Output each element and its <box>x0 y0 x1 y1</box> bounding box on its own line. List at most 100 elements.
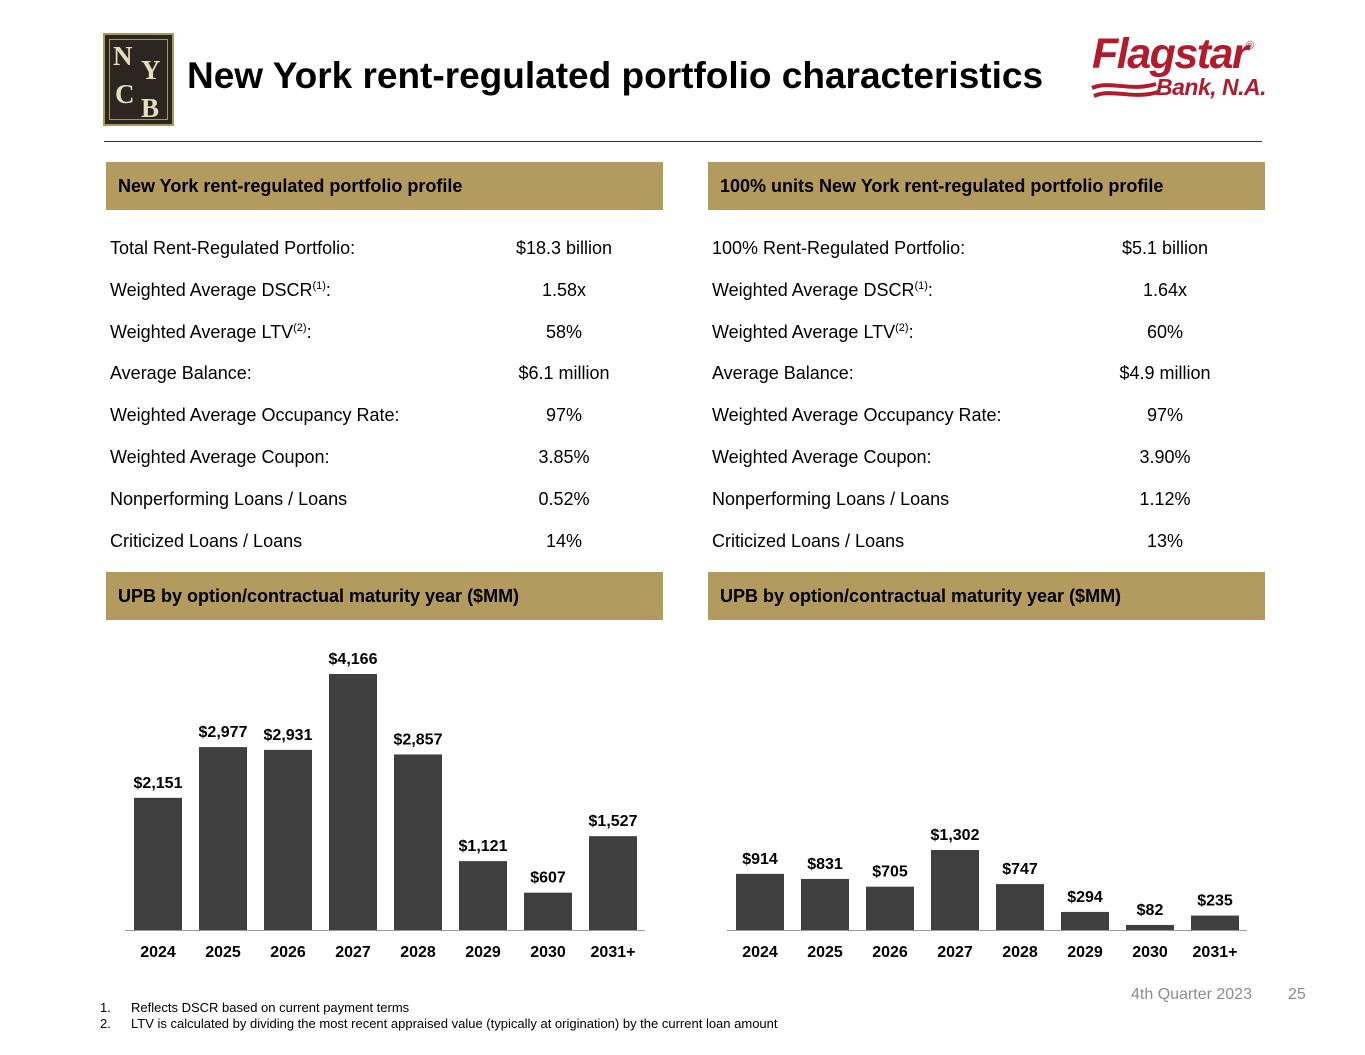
left-chart-bar <box>459 861 507 930</box>
right-chart-tick-label: 2024 <box>742 944 778 961</box>
right-chart-tick-label: 2029 <box>1067 944 1103 961</box>
right-profile-row: Average Balance: $4.9 million <box>712 363 1272 404</box>
left-profile-row-value: 14% <box>545 530 583 551</box>
right-profile-row-value: 1.12% <box>1139 488 1191 509</box>
logo-letter-c: C <box>115 79 135 109</box>
flag-swoosh-icon <box>1091 82 1159 98</box>
left-profile-row: Weighted Average DSCR(1): 1.58x <box>110 280 670 321</box>
right-profile-row-label-text: Average Balance: <box>712 363 854 384</box>
right-maturity-chart: $914 2024 $831 2025 $705 2026 $1,302 2027 $747 20… <box>727 640 1247 970</box>
right-profile-row: 100% Rent-Regulated Portfolio: $5.1 billi… <box>712 238 1272 279</box>
left-chart-bar <box>589 836 637 930</box>
right-chart-data-label: $705 <box>872 864 908 881</box>
right-profile-row-label-text: Weighted Average Occupancy Rate: <box>712 405 1002 426</box>
left-chart-tick-label: 2024 <box>140 944 176 961</box>
left-profile-row: Criticized Loans / Loans 14% <box>110 531 670 572</box>
right-chart-title: UPB by option/contractual maturity year … <box>720 586 1122 606</box>
right-profile-row: Weighted Average LTV(2): 60% <box>712 322 1272 363</box>
left-profile-row-footnote-ref: (2) <box>293 321 307 334</box>
left-chart-tick-label: 2028 <box>400 944 436 961</box>
left-chart-bar <box>199 747 247 930</box>
right-chart-data-label: $1,302 <box>931 827 980 844</box>
left-chart-tick-label: 2030 <box>530 944 566 961</box>
right-chart-bar <box>1061 911 1109 930</box>
left-chart-tick-label: 2031+ <box>591 944 636 961</box>
right-chart-header: UPB by option/contractual maturity year … <box>708 572 1265 620</box>
right-profile-row-value: 97% <box>1146 405 1184 426</box>
right-profile-row-label: 100% Rent-Regulated Portfolio: <box>712 238 965 259</box>
flagstar-wordmark: Flagstar <box>1092 30 1249 78</box>
right-profile-row: Nonperforming Loans / Loans 1.12% <box>712 489 1272 530</box>
right-profile-row-value: 3.90% <box>1139 447 1191 467</box>
left-chart-data-label: $607 <box>530 870 566 887</box>
left-chart-tick-label: 2026 <box>270 944 306 961</box>
footnote-1-text: Reflects DSCR based on current payment t… <box>131 1000 410 1015</box>
right-profile-row-label: Nonperforming Loans / Loans <box>712 489 949 510</box>
left-chart-bar <box>394 754 442 930</box>
left-profile-row-value: $6.1 million <box>518 363 610 384</box>
right-profile-row: Criticized Loans / Loans 13% <box>712 531 1272 572</box>
right-profile-row-value: $4.9 million <box>1119 363 1211 384</box>
left-profile-row-label: Weighted Average LTV(2): <box>110 321 312 342</box>
right-profile-row-footnote-ref: (1) <box>914 279 928 292</box>
right-chart-tick-label: 2026 <box>872 944 908 961</box>
left-profile-row-label-text: Weighted Average Coupon: <box>110 447 330 467</box>
right-profile-row-value: $5.1 billion <box>1121 238 1209 258</box>
left-chart-header: UPB by option/contractual maturity year … <box>106 572 663 620</box>
left-chart-bar <box>264 749 312 930</box>
right-chart-data-label: $914 <box>742 851 778 868</box>
left-profile-row-label-text: Nonperforming Loans / Loans <box>110 488 348 509</box>
left-profile-row: Weighted Average LTV(2): 58% <box>110 322 670 363</box>
right-chart-tick-label: 2027 <box>937 944 973 961</box>
right-profile-row-label-text: Nonperforming Loans / Loans <box>712 488 950 509</box>
left-profile-row-value: 0.52% <box>538 488 590 509</box>
left-profile-row: Nonperforming Loans / Loans 0.52% <box>110 489 670 530</box>
logo-letter-y: Y <box>141 55 161 85</box>
left-chart-data-label: $4,166 <box>329 651 378 668</box>
left-chart-data-label: $2,857 <box>394 731 443 748</box>
right-profile-row-label-text: Weighted Average Coupon: <box>712 447 932 467</box>
left-profile-row-label: Weighted Average Occupancy Rate: <box>110 405 400 426</box>
right-chart-bar <box>866 886 914 930</box>
left-chart-tick-label: 2029 <box>465 944 501 961</box>
right-profile-row-footnote-ref: (2) <box>895 321 909 334</box>
right-chart-tick-label: 2031+ <box>1193 944 1238 961</box>
right-profile-row-value: 13% <box>1146 530 1184 551</box>
footnote-1-number: 1. <box>100 1000 111 1015</box>
left-profile-row-label: Criticized Loans / Loans <box>110 531 302 552</box>
left-profile-row-value: 58% <box>545 321 583 342</box>
left-profile-row-value: 97% <box>545 405 583 426</box>
left-chart-bar <box>134 797 182 930</box>
flagstar-logo: Flagstar ® Bank, N.A. <box>1090 30 1267 110</box>
right-profile-row-label: Weighted Average Occupancy Rate: <box>712 405 1002 426</box>
right-chart-data-label: $235 <box>1197 893 1233 910</box>
right-chart-svg: $914 2024 $831 2025 $705 2026 $1,302 2027 $747 20… <box>727 827 1247 961</box>
right-profile-row-value: 1.64x <box>1142 279 1188 300</box>
registered-mark: ® <box>1246 40 1255 52</box>
left-profile-header: New York rent-regulated portfolio profil… <box>106 162 663 210</box>
left-chart-svg: $2,151 2024 $2,977 2025 $2,931 2026 $4,166 2027… <box>125 651 645 961</box>
left-profile-row: Total Rent-Regulated Portfolio: $18.3 bil… <box>110 238 670 279</box>
left-profile-row-value: $18.3 billion <box>515 238 613 258</box>
right-profile-row-value: 60% <box>1146 321 1184 342</box>
header-divider <box>104 141 1262 142</box>
footnote-2-text: LTV is calculated by dividing the most r… <box>131 1016 778 1031</box>
right-profile-row-label-text: Criticized Loans / Loans <box>712 530 905 551</box>
page-number: 25 <box>1288 986 1306 1003</box>
right-chart-bar <box>1191 915 1239 930</box>
left-chart-data-label: $2,151 <box>134 775 183 792</box>
right-profile-row-label: Weighted Average Coupon: <box>712 447 932 468</box>
right-profile-row-label-text: Weighted Average LTV <box>712 321 896 342</box>
left-profile-row-label: Weighted Average DSCR(1): <box>110 279 331 300</box>
right-chart-bar <box>931 849 979 930</box>
left-chart-title: UPB by option/contractual maturity year … <box>118 586 520 606</box>
right-chart-bar <box>1126 924 1174 930</box>
right-profile-heading: 100% units New York rent-regulated portf… <box>720 176 1164 196</box>
left-profile-row-footnote-ref: (1) <box>312 279 326 292</box>
left-chart-data-label: $1,527 <box>589 813 638 830</box>
right-profile-row-label: Average Balance: <box>712 363 854 384</box>
right-profile-row-label-text: Weighted Average DSCR <box>712 279 915 300</box>
right-profile-row-label: Criticized Loans / Loans <box>712 531 904 552</box>
left-profile-row-label: Nonperforming Loans / Loans <box>110 489 347 510</box>
right-profile-row-label: Weighted Average LTV(2): <box>712 321 914 342</box>
